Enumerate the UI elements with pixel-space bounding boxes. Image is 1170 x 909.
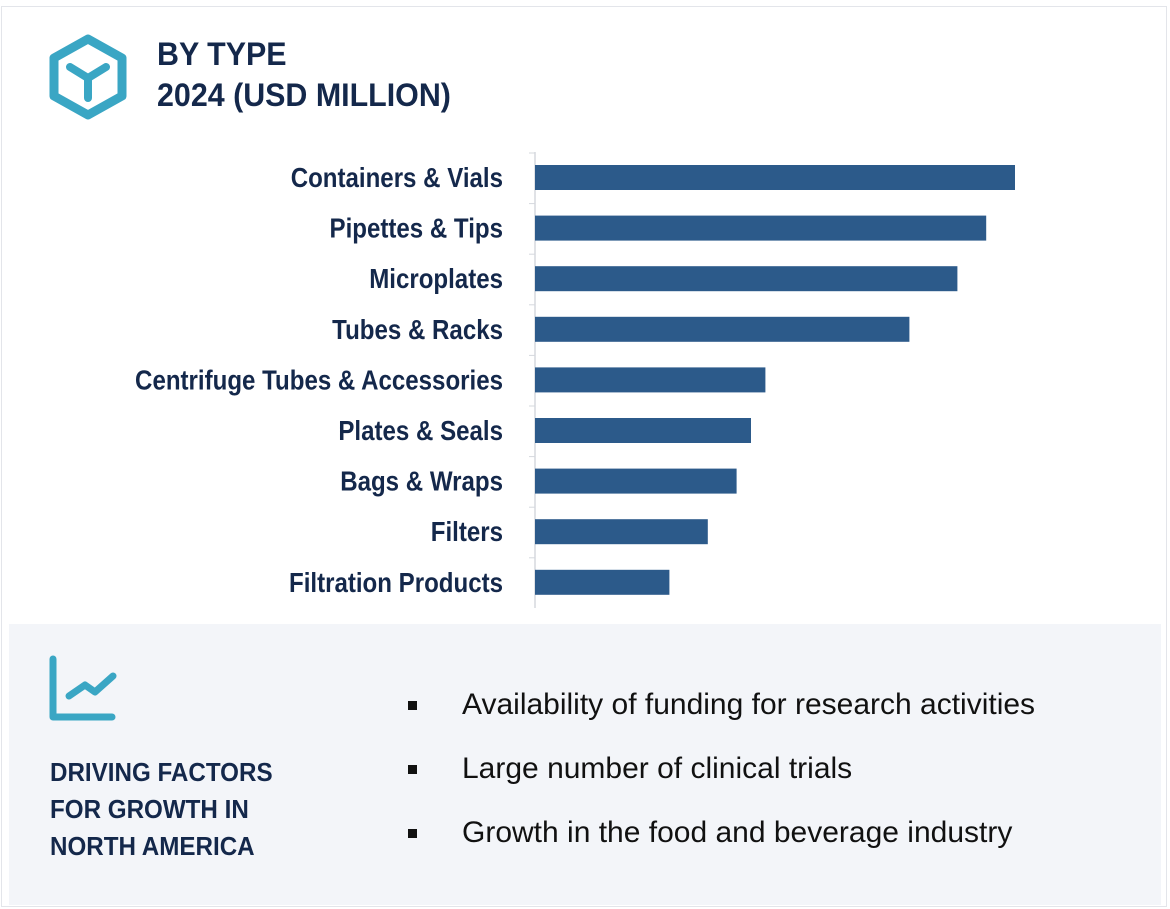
title-line-2: 2024 (USD MILLION) xyxy=(157,77,451,113)
bullet-icon xyxy=(408,765,417,774)
category-label: Tubes & Racks xyxy=(332,313,503,345)
category-label: Pipettes & Tips xyxy=(330,212,503,244)
bar-chart: Containers & Vials Pipettes & Tips Micropl… xyxy=(135,152,1015,608)
title-line: DRIVING FACTORS xyxy=(50,757,273,787)
driving-factors-panel xyxy=(9,624,1161,905)
chart-title: BY TYPE 2024 (USD MILLION) xyxy=(157,34,466,116)
list-item: Growth in the food and beverage industry xyxy=(405,816,1035,880)
bar-1 xyxy=(535,215,987,241)
list-item-text: Availability of funding for research act… xyxy=(462,688,1036,721)
bar-8 xyxy=(535,569,670,595)
category-label: Plates & Seals xyxy=(338,414,503,446)
bar-2 xyxy=(535,266,958,292)
category-label: Bags & Wraps xyxy=(340,465,503,497)
bar-3 xyxy=(535,316,910,342)
bar-7 xyxy=(535,519,708,545)
title-line: FOR GROWTH IN xyxy=(50,794,249,824)
bar-0 xyxy=(535,165,1015,190)
list-item-text: Large number of clinical trials xyxy=(462,752,853,785)
bullet-icon xyxy=(408,829,417,838)
category-label: Centrifuge Tubes & Accessories xyxy=(135,364,503,396)
trend-chart-icon xyxy=(49,655,117,721)
bar-6 xyxy=(535,468,737,494)
bar-4 xyxy=(535,367,766,393)
list-item: Large number of clinical trials xyxy=(405,752,1035,816)
category-label: Microplates xyxy=(369,262,503,294)
hexagon-cube-icon xyxy=(49,34,127,120)
list-item: Availability of funding for research act… xyxy=(405,688,1035,752)
card-frame xyxy=(1,6,1167,907)
category-label: Filters xyxy=(431,515,503,547)
bullet-icon xyxy=(408,701,417,710)
driving-factors-list: Availability of funding for research act… xyxy=(405,688,1035,880)
bar-5 xyxy=(535,418,751,443)
driving-factors-title: DRIVING FACTORS FOR GROWTH IN NORTH AMER… xyxy=(50,754,289,865)
list-item-text: Growth in the food and beverage industry xyxy=(462,816,1013,849)
title-line-1: BY TYPE xyxy=(157,36,287,72)
title-line: NORTH AMERICA xyxy=(50,831,255,861)
category-label: Containers & Vials xyxy=(291,161,503,193)
category-label: Filtration Products xyxy=(289,566,503,598)
